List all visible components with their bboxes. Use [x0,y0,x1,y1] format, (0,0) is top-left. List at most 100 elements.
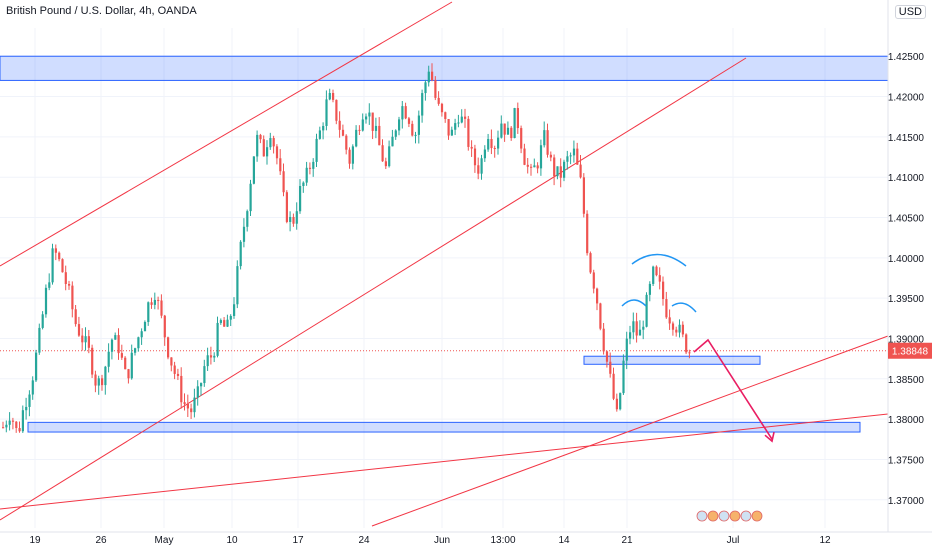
candle-body [464,116,467,119]
candle-body [163,315,166,338]
candle-body [596,288,599,304]
candle-body [675,329,678,333]
candle-body [193,397,196,413]
candle-body [655,266,658,276]
candle-body [539,145,543,169]
candle-body [563,161,566,178]
candle-body [635,321,638,336]
candle-body [259,134,262,140]
candle-body [143,321,147,332]
time-tick-label: May [155,535,174,546]
candle-body [351,146,354,164]
candle-body [8,420,11,425]
candle-body [104,366,107,386]
candle-body [173,365,176,374]
candle-body [38,327,41,353]
candle-body [219,320,222,323]
time-axis[interactable]: 19 26 May 10 17 24 Jun 13:00 14 21 Jul 12 [0,531,932,546]
candle-body [229,315,232,320]
candle-body [335,99,338,121]
candle-body [160,300,163,316]
candle-body [394,130,397,137]
candle-body [272,138,275,147]
candle-body [124,357,127,370]
candle-body [526,164,529,167]
pattern-annotations [621,253,775,522]
candle-body [638,329,642,336]
price-axis[interactable]: 1.42500 1.42000 1.41500 1.41000 1.40500 1.400… [887,0,932,532]
candle-body [365,116,368,120]
candle-body [84,336,87,343]
candle-body [355,129,358,147]
candle-body [520,128,523,149]
candle-body [239,241,242,267]
candle-body [61,259,64,273]
candle-body [153,299,156,305]
currency-badge[interactable]: USD [894,5,926,19]
candlestick-series [2,63,691,433]
candle-body [556,166,559,177]
candle-body [332,92,335,100]
price-tick-label: 1.42000 [888,93,925,104]
candle-body [348,149,351,164]
time-tick-label: 13:00 [490,535,515,546]
candle-body [35,352,38,381]
candle-body [424,82,427,94]
candle-body [2,427,5,429]
candle-body [374,125,378,131]
candle-body [447,119,450,136]
price-tick-label: 1.42500 [888,52,925,63]
candle-body [381,145,384,162]
candle-body [120,353,123,358]
candle-body [157,299,160,301]
candle-body [170,357,173,366]
candle-body [605,351,609,362]
candle-body [114,335,117,340]
candle-body [299,186,302,212]
candle-body [134,348,137,353]
event-marker-icon [696,510,708,522]
candle-body [289,216,292,222]
candle-body [543,130,546,146]
candle-body [167,337,170,358]
candle-body [487,138,490,150]
price-tick-label: 1.39000 [888,334,925,345]
candle-body [516,108,519,129]
candle-body [203,366,206,384]
candle-body [68,284,71,286]
candle-body [533,165,536,168]
candle-body [206,355,209,367]
event-marker-icon [707,510,719,522]
candle-body [480,158,483,174]
candle-body [269,138,272,148]
candle-body [246,211,249,227]
resistance-zone [0,55,889,81]
price-tick-label: 1.39500 [888,294,925,305]
candle-body [107,351,110,367]
candle-body [536,165,539,169]
candle-body [513,108,516,139]
candle-body [5,424,8,428]
time-tick-label: 12 [819,535,831,546]
candle-body [150,302,153,305]
candle-body [117,335,120,354]
candle-body [358,129,361,131]
candle-body [11,420,15,422]
candle-body [249,183,252,212]
price-tick-label: 1.37500 [888,455,925,466]
candle-body [417,115,420,135]
candle-body [579,164,582,178]
candle-body [388,146,391,167]
candle-body [41,314,44,328]
candle-body [609,361,612,374]
candle-body [648,283,651,295]
candle-body [398,119,401,131]
candle-body [318,130,321,139]
event-marker-icon [729,510,741,522]
time-tick-label: 17 [292,535,304,546]
candle-body [576,148,579,165]
rising-support-line [371,335,889,527]
candle-body [490,138,493,149]
candle-body [658,275,661,282]
